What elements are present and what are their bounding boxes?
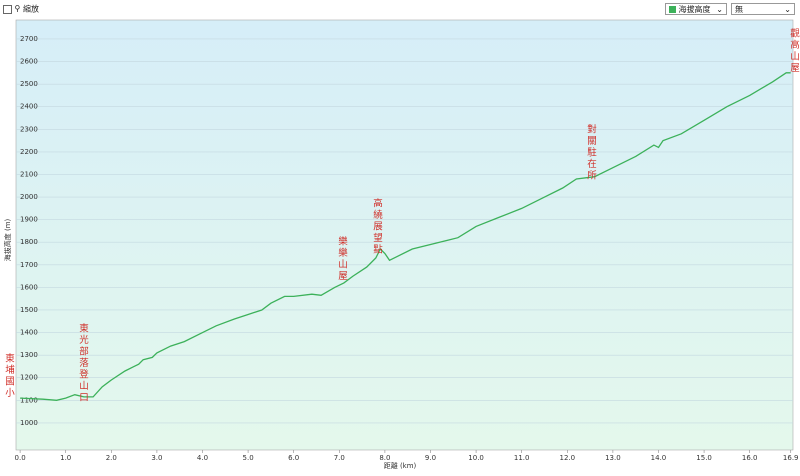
x-tick-label: 1.0	[60, 454, 71, 462]
x-tick-label: 8.0	[379, 454, 390, 462]
waypoint-label: 觀高山屋	[788, 28, 799, 74]
overlay-label: 無	[735, 5, 743, 14]
x-tick-label: 5.0	[243, 454, 254, 462]
x-tick-label: 6.0	[288, 454, 299, 462]
y-tick-label: 1100	[20, 396, 38, 404]
y-tick-label: 1400	[20, 329, 38, 337]
waypoint-label: 東光部落登山口	[77, 323, 88, 404]
x-tick-label: 16.0	[742, 454, 758, 462]
metric-select[interactable]: 海拔高度 ⌄	[665, 3, 727, 15]
y-tick-label: 1500	[20, 306, 38, 314]
x-tick-label: 3.0	[151, 454, 162, 462]
y-tick-label: 1900	[20, 216, 38, 224]
y-tick-label: 1000	[20, 419, 38, 427]
x-tick-label: 9.0	[425, 454, 436, 462]
zoom-label: 縮放	[22, 4, 39, 14]
plot-area	[15, 19, 794, 451]
x-tick-label: 15.0	[696, 454, 712, 462]
y-tick-label: 1300	[20, 351, 38, 359]
waypoint-label: 樂樂山屋	[336, 236, 347, 282]
waypoint-label: 東埔國小	[3, 353, 14, 399]
y-tick-label: 1800	[20, 238, 38, 246]
y-tick-label: 1700	[20, 261, 38, 269]
x-tick-label: 11.0	[514, 454, 530, 462]
y-tick-label: 2100	[20, 170, 38, 178]
x-tick-label: 16.9	[783, 454, 799, 462]
x-tick-label: 12.0	[559, 454, 575, 462]
x-tick-label: 10.0	[468, 454, 484, 462]
waypoint-label: 高繞展望點	[371, 198, 382, 256]
y-tick-label: 1600	[20, 283, 38, 291]
toolbar: ⚲ 縮放 海拔高度 ⌄ 無 ⌄	[0, 0, 800, 18]
y-tick-label: 2000	[20, 193, 38, 201]
elevation-line	[20, 72, 791, 401]
x-tick-label: 2.0	[106, 454, 117, 462]
x-tick-label: 0.0	[15, 454, 26, 462]
x-tick-label: 4.0	[197, 454, 208, 462]
y-tick-label: 2300	[20, 125, 38, 133]
waypoint-label: 對關駐在所	[585, 124, 596, 182]
metric-label: 海拔高度	[678, 5, 711, 14]
y-tick-label: 1200	[20, 374, 38, 382]
x-axis-label: 距離 (km)	[384, 461, 417, 470]
y-tick-label: 2400	[20, 103, 38, 111]
y-axis-label: 海拔高度 (m)	[3, 218, 12, 261]
x-tick-label: 7.0	[334, 454, 345, 462]
overlay-select[interactable]: 無 ⌄	[731, 3, 795, 15]
x-tick-label: 14.0	[651, 454, 667, 462]
y-tick-label: 2200	[20, 148, 38, 156]
x-tick-label: 13.0	[605, 454, 621, 462]
y-tick-label: 2600	[20, 58, 38, 66]
y-tick-label: 2500	[20, 80, 38, 88]
zoom-toggle[interactable]: ⚲ 縮放	[3, 3, 39, 15]
y-tick-label: 2700	[20, 35, 38, 43]
